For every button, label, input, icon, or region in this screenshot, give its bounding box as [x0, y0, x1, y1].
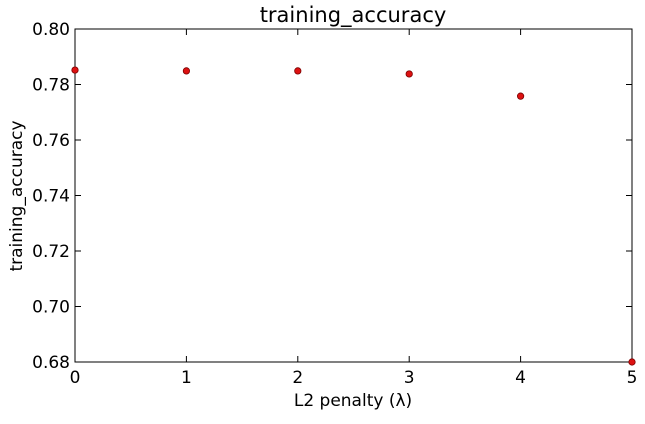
- plot-frame: [74, 28, 633, 363]
- y-tick-label: 0.68: [32, 353, 70, 373]
- data-point: [405, 70, 413, 78]
- y-axis-label: training_accuracy: [7, 120, 27, 271]
- x-tick-label: 1: [181, 368, 192, 388]
- plot-area: 0 1 2 3 4 5 0.68 0.70 0.72 0.74 0.76 0.78 0.80: [32, 20, 637, 388]
- y-tick-label: 0.76: [32, 131, 70, 151]
- data-point: [628, 358, 636, 366]
- x-tick-label: 4: [515, 368, 526, 388]
- x-axis-label: L2 penalty (λ): [294, 391, 412, 411]
- x-tick-label: 3: [404, 368, 415, 388]
- data-point: [294, 67, 302, 75]
- y-tick-label: 0.72: [32, 242, 70, 262]
- y-tick-label: 0.80: [32, 20, 70, 40]
- data-point: [516, 92, 525, 100]
- y-tick-label: 0.70: [32, 298, 70, 318]
- y-tick-label: 0.74: [32, 187, 70, 207]
- y-tick-label: 0.78: [32, 76, 70, 96]
- data-point: [182, 67, 190, 75]
- x-tick-label: 5: [627, 368, 638, 388]
- chart-title: training_accuracy: [260, 3, 447, 28]
- x-tick-label: 0: [70, 368, 81, 388]
- x-tick-label: 2: [292, 368, 303, 388]
- data-point: [71, 66, 79, 74]
